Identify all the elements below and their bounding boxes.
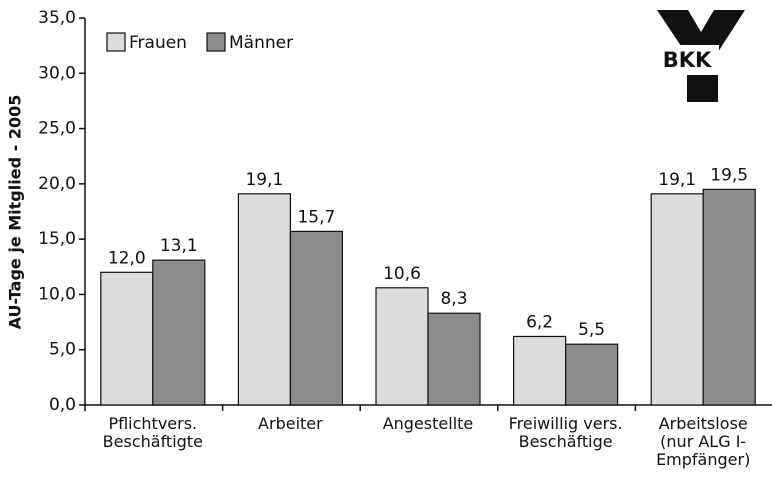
y-tick-label: 5,0	[49, 340, 76, 360]
value-label: 19,5	[710, 165, 748, 185]
y-tick-label: 35,0	[38, 8, 76, 28]
x-tick-label: Arbeiter	[258, 414, 323, 433]
value-label: 19,1	[658, 170, 696, 190]
value-label: 5,5	[578, 320, 605, 340]
bar	[152, 259, 206, 406]
logo-box	[655, 45, 719, 75]
y-tick-label: 30,0	[38, 63, 76, 83]
y-tick-label: 20,0	[38, 174, 76, 194]
logo-text: BKK	[663, 48, 712, 72]
value-label: 8,3	[440, 289, 467, 309]
value-label: 13,1	[160, 236, 198, 256]
value-label: 10,6	[383, 264, 421, 284]
y-tick-label: 0,0	[49, 395, 76, 415]
logo: BKK	[655, 10, 745, 102]
bar	[289, 230, 343, 406]
legend-label: Frauen	[129, 33, 187, 53]
bar	[564, 343, 619, 406]
value-label: 19,1	[245, 170, 283, 190]
legend-swatch	[206, 32, 226, 52]
legend-label: Männer	[229, 33, 293, 53]
bar	[100, 271, 154, 406]
legend-swatch	[106, 32, 126, 52]
x-tick-label: Angestellte	[382, 414, 474, 433]
value-label: 6,2	[526, 312, 553, 332]
x-tick-label: Freiwillig vers. Beschäftige	[508, 414, 623, 451]
y-tick-label: 25,0	[38, 119, 76, 139]
x-tick-label: Pflichtvers. Beschäftigte	[102, 414, 203, 451]
x-tick-label: Arbeitslose (nur ALG I- Empfänger)	[656, 414, 751, 469]
value-label: 15,7	[297, 207, 335, 227]
bar	[512, 335, 567, 406]
y-axis-label: AU-Tage je Mitglied - 2005	[6, 95, 25, 330]
y-tick-label: 10,0	[38, 284, 76, 304]
bar	[237, 193, 291, 406]
bar	[375, 287, 429, 406]
y-tick-label: 15,0	[38, 229, 76, 249]
bar	[702, 188, 756, 406]
bar	[650, 193, 704, 406]
bar	[427, 312, 481, 406]
value-label: 12,0	[108, 248, 146, 268]
